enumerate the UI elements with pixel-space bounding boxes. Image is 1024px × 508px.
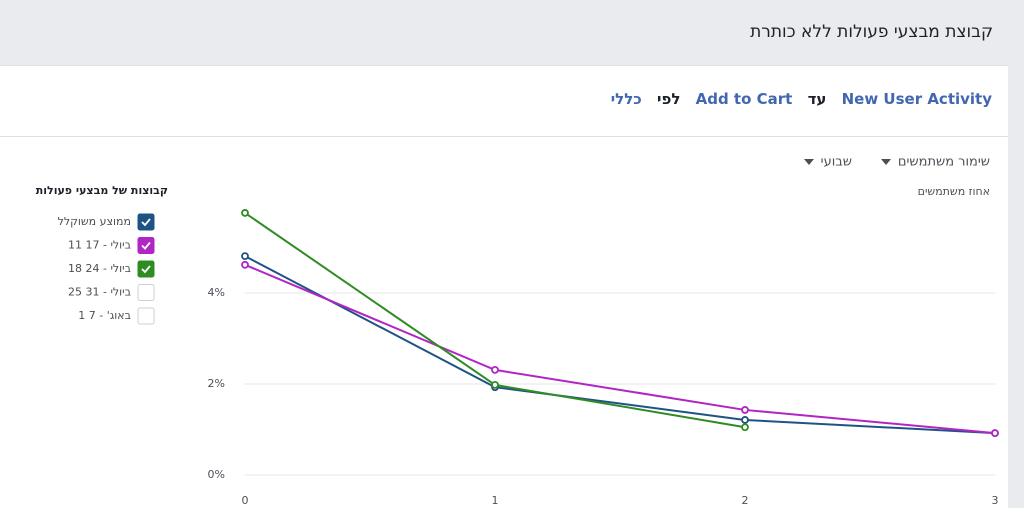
first-event[interactable]: New User Activity xyxy=(841,90,992,108)
legend-label[interactable]: 1 באוג' - 7 xyxy=(78,309,131,322)
check-mark[interactable] xyxy=(141,241,151,250)
x-tick-label: 1 xyxy=(492,494,499,507)
check-mark[interactable] xyxy=(141,265,151,274)
legend-label[interactable]: 18 ביולי - 24 xyxy=(68,262,131,275)
data-point xyxy=(741,406,749,414)
data-point xyxy=(241,252,249,261)
data-point xyxy=(741,423,749,432)
y-tick-label: 0% xyxy=(208,468,225,481)
metric-dropdown[interactable]: שימור משתמשים xyxy=(898,155,990,170)
legend-checkbox[interactable] xyxy=(137,213,155,231)
breakdown[interactable]: כללי xyxy=(610,90,642,108)
series-line xyxy=(244,212,746,429)
data-point xyxy=(741,416,749,424)
second-event[interactable]: Add to Cart xyxy=(695,90,793,108)
page-title: קבוצת מבצעי פעולות ללא כותרת xyxy=(750,22,993,42)
dropdown-arrow[interactable] xyxy=(881,159,891,165)
dropdown-arrow[interactable] xyxy=(804,159,814,165)
data-point xyxy=(491,365,499,374)
y-tick-label: 2% xyxy=(208,377,225,390)
by-word: לפי xyxy=(657,90,681,108)
data-point xyxy=(241,260,249,269)
legend-label[interactable]: 11 ביולי - 17 xyxy=(68,239,131,252)
query-bar: New User Activity עד Add to Cart לפי כלל… xyxy=(601,90,992,108)
series-line xyxy=(244,263,996,435)
legend-checkbox[interactable] xyxy=(137,237,155,254)
data-point xyxy=(991,429,999,438)
legend-label[interactable]: 25 ביולי - 31 xyxy=(68,286,131,299)
data-point xyxy=(491,381,499,389)
x-tick-label: 0 xyxy=(242,494,249,507)
until-word: עד xyxy=(807,90,827,108)
legend-label[interactable]: ממוצע משוקלל xyxy=(58,215,131,228)
period-dropdown[interactable]: שבועי xyxy=(821,155,852,170)
divider xyxy=(0,136,1008,137)
y-tick-label: 4% xyxy=(208,286,225,299)
panel xyxy=(0,65,1008,508)
legend-checkbox[interactable] xyxy=(137,284,155,301)
check-mark[interactable] xyxy=(141,218,151,227)
legend-checkbox[interactable] xyxy=(137,307,155,325)
data-point xyxy=(241,209,249,217)
x-tick-label: 2 xyxy=(742,494,749,507)
y-axis-label: אחוז משתמשים xyxy=(918,185,990,198)
legend-title: קבוצות של מבצעי פעולות xyxy=(36,184,168,197)
x-tick-label: 3 xyxy=(992,494,999,507)
series-line xyxy=(244,255,996,435)
legend-checkbox[interactable] xyxy=(137,260,155,278)
